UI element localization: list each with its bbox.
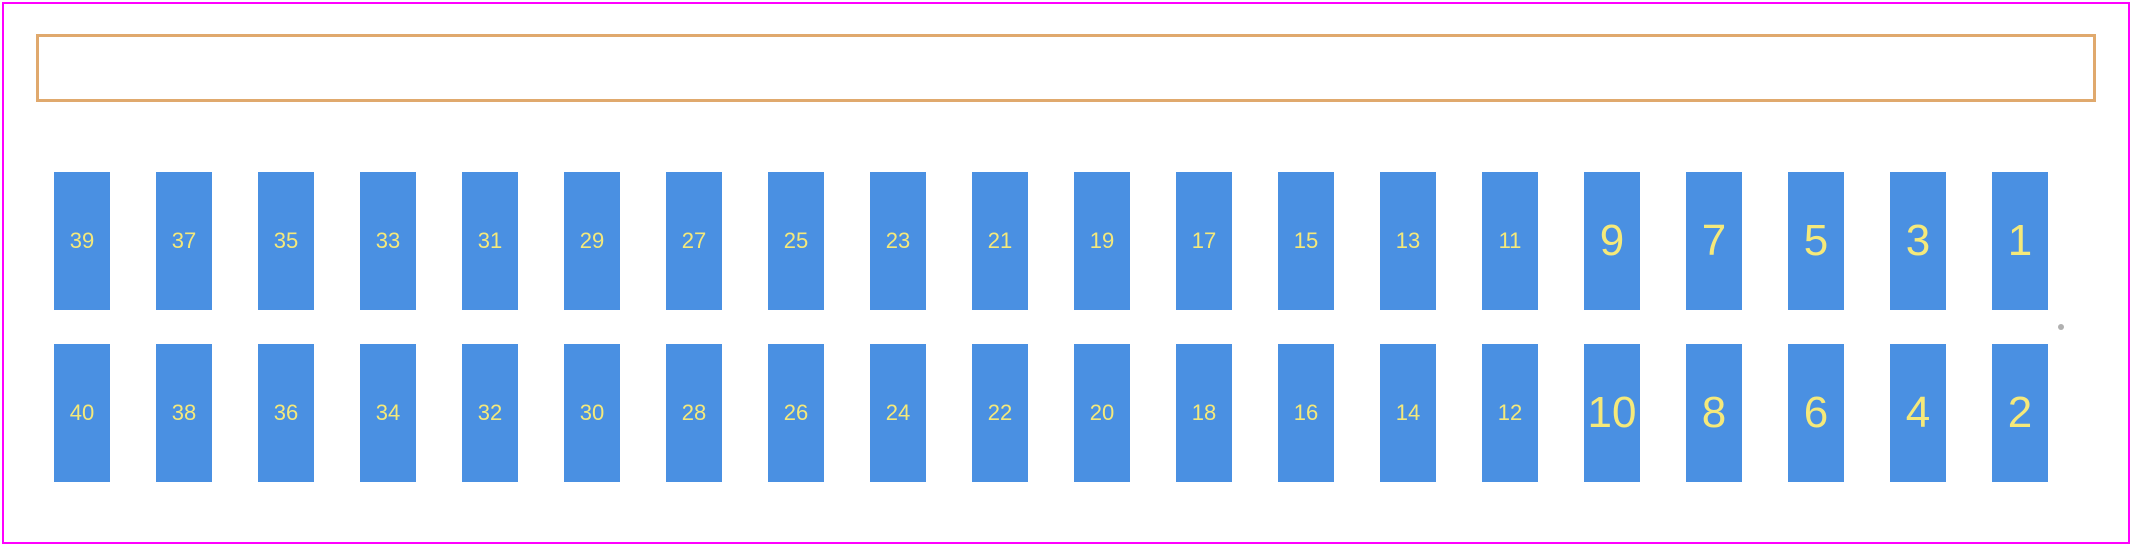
pad-33: 33 <box>360 172 416 310</box>
pad-label-24: 24 <box>886 400 910 426</box>
pad-label-37: 37 <box>172 228 196 254</box>
pad-label-33: 33 <box>376 228 400 254</box>
pad-label-5: 5 <box>1804 216 1828 266</box>
pad-label-21: 21 <box>988 228 1012 254</box>
pad-37: 37 <box>156 172 212 310</box>
pad-label-28: 28 <box>682 400 706 426</box>
pad-label-4: 4 <box>1906 388 1930 438</box>
pad-16: 16 <box>1278 344 1334 482</box>
pad-30: 30 <box>564 344 620 482</box>
pad-label-30: 30 <box>580 400 604 426</box>
pad-label-22: 22 <box>988 400 1012 426</box>
pad-28: 28 <box>666 344 722 482</box>
pad-31: 31 <box>462 172 518 310</box>
pad-label-11: 11 <box>1499 228 1522 254</box>
pad-24: 24 <box>870 344 926 482</box>
pad-label-23: 23 <box>886 228 910 254</box>
pad-label-1: 1 <box>2008 216 2032 266</box>
pad-label-15: 15 <box>1294 228 1318 254</box>
pad-label-7: 7 <box>1702 216 1726 266</box>
pad-label-35: 35 <box>274 228 298 254</box>
pad-27: 27 <box>666 172 722 310</box>
pad-19: 19 <box>1074 172 1130 310</box>
pad-6: 6 <box>1788 344 1844 482</box>
pad-label-27: 27 <box>682 228 706 254</box>
pad-3: 3 <box>1890 172 1946 310</box>
pad-label-26: 26 <box>784 400 808 426</box>
pad-20: 20 <box>1074 344 1130 482</box>
pad-40: 40 <box>54 344 110 482</box>
pad-label-9: 9 <box>1600 216 1624 266</box>
pad-label-14: 14 <box>1396 400 1420 426</box>
pad-label-25: 25 <box>784 228 808 254</box>
pad-17: 17 <box>1176 172 1232 310</box>
pad-label-31: 31 <box>478 228 502 254</box>
pad-15: 15 <box>1278 172 1334 310</box>
header-bar <box>36 34 2096 102</box>
pad-label-32: 32 <box>478 400 502 426</box>
pad-25: 25 <box>768 172 824 310</box>
pad-label-39: 39 <box>70 228 94 254</box>
pad-4: 4 <box>1890 344 1946 482</box>
pad-18: 18 <box>1176 344 1232 482</box>
pad-22: 22 <box>972 344 1028 482</box>
pad-label-12: 12 <box>1498 400 1522 426</box>
pad-7: 7 <box>1686 172 1742 310</box>
pad-10: 10 <box>1584 344 1640 482</box>
pad-label-19: 19 <box>1090 228 1114 254</box>
pad-1: 1 <box>1992 172 2048 310</box>
pad-23: 23 <box>870 172 926 310</box>
pad-label-13: 13 <box>1396 228 1420 254</box>
pad-39: 39 <box>54 172 110 310</box>
pad-label-17: 17 <box>1192 228 1216 254</box>
pad-label-8: 8 <box>1702 388 1726 438</box>
pad-26: 26 <box>768 344 824 482</box>
pad-12: 12 <box>1482 344 1538 482</box>
pad-11: 11 <box>1482 172 1538 310</box>
pin1-marker-dot <box>2058 324 2064 330</box>
pad-21: 21 <box>972 172 1028 310</box>
pad-label-20: 20 <box>1090 400 1114 426</box>
pad-14: 14 <box>1380 344 1436 482</box>
pad-label-38: 38 <box>172 400 196 426</box>
pad-label-40: 40 <box>70 400 94 426</box>
pad-34: 34 <box>360 344 416 482</box>
pad-label-29: 29 <box>580 228 604 254</box>
pad-label-16: 16 <box>1294 400 1318 426</box>
pad-2: 2 <box>1992 344 2048 482</box>
pad-label-2: 2 <box>2008 388 2032 438</box>
pad-36: 36 <box>258 344 314 482</box>
pad-label-36: 36 <box>274 400 298 426</box>
pad-label-34: 34 <box>376 400 400 426</box>
pad-9: 9 <box>1584 172 1640 310</box>
pad-label-3: 3 <box>1906 216 1930 266</box>
pad-38: 38 <box>156 344 212 482</box>
pad-29: 29 <box>564 172 620 310</box>
pad-8: 8 <box>1686 344 1742 482</box>
pad-label-6: 6 <box>1804 388 1828 438</box>
pad-35: 35 <box>258 172 314 310</box>
pad-label-18: 18 <box>1192 400 1216 426</box>
pad-32: 32 <box>462 344 518 482</box>
pad-13: 13 <box>1380 172 1436 310</box>
pad-label-10: 10 <box>1588 388 1637 438</box>
pad-5: 5 <box>1788 172 1844 310</box>
